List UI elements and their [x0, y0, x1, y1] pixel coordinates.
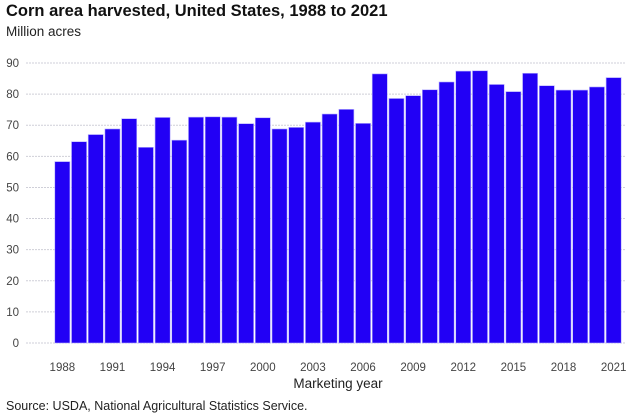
bar-2007	[371, 73, 388, 344]
x-tick-label: 2009	[400, 362, 426, 374]
bar-2006	[355, 123, 371, 344]
y-tick-label: 50	[6, 182, 19, 194]
y-tick-label: 30	[6, 245, 19, 257]
bar-2021	[605, 77, 622, 344]
x-tick-label: 1988	[50, 362, 76, 374]
bar-2011	[438, 81, 455, 344]
bar-2010	[422, 89, 438, 344]
bar-1988	[54, 161, 71, 344]
y-tick-label: 40	[6, 214, 19, 226]
bar-2014	[488, 84, 505, 344]
bar-2013	[472, 70, 488, 344]
x-tick-label: 2021	[601, 362, 627, 374]
bar-1993	[138, 147, 154, 344]
chart-title: Corn area harvested, United States, 1988…	[6, 2, 388, 20]
x-tick-label: 2018	[551, 362, 577, 374]
x-tick-label: 2000	[250, 362, 276, 374]
bars	[54, 70, 622, 344]
bar-2009	[405, 95, 422, 344]
y-tick-label: 10	[6, 307, 19, 319]
bar-1994	[154, 117, 171, 344]
bar-2008	[388, 98, 405, 344]
bar-2004	[321, 113, 338, 344]
y-tick-label: 70	[6, 120, 19, 132]
bar-2015	[505, 91, 522, 344]
bar-1990	[87, 134, 104, 344]
bar-2018	[555, 89, 572, 344]
bar-2016	[522, 72, 538, 344]
y-tick-label: 60	[6, 151, 19, 163]
x-axis-label: Marketing year	[293, 376, 383, 391]
x-tick-label: 1994	[150, 362, 176, 374]
x-tick-label: 2012	[450, 362, 476, 374]
chart-subtitle: Million acres	[6, 24, 82, 39]
bar-1991	[104, 128, 121, 344]
x-axis-ticks: 1988 1991 1994 1997 2000 2003 2006 2009 2012 2015…	[50, 362, 627, 374]
bar-1998	[221, 116, 238, 344]
bar-2002	[288, 127, 305, 344]
bar-1997	[204, 116, 221, 344]
x-tick-label: 1997	[200, 362, 226, 374]
bar-2001	[271, 128, 288, 344]
bar-2020	[589, 86, 605, 344]
bar-1992	[121, 118, 138, 344]
y-tick-label: 80	[6, 89, 19, 101]
source-note: Source: USDA, National Agricultural Stat…	[6, 399, 308, 413]
x-tick-label: 2015	[501, 362, 527, 374]
x-tick-label: 2006	[350, 362, 376, 374]
y-tick-label: 20	[6, 276, 19, 288]
x-tick-label: 1991	[100, 362, 126, 374]
bar-2003	[305, 121, 321, 344]
bar-2012	[455, 70, 472, 344]
y-axis-ticks: 0 10 20 30 40 50 60 70 80 90	[6, 58, 19, 350]
bar-1999	[238, 123, 254, 344]
y-tick-label: 90	[6, 58, 19, 70]
y-tick-label: 0	[13, 338, 19, 350]
bar-1996	[188, 116, 204, 344]
bar-2019	[572, 89, 589, 344]
bar-1995	[171, 139, 188, 344]
bar-2017	[538, 85, 555, 344]
bar-2000	[254, 117, 271, 344]
bar-1989	[71, 141, 87, 344]
bar-2005	[338, 109, 355, 344]
x-tick-label: 2003	[300, 362, 326, 374]
